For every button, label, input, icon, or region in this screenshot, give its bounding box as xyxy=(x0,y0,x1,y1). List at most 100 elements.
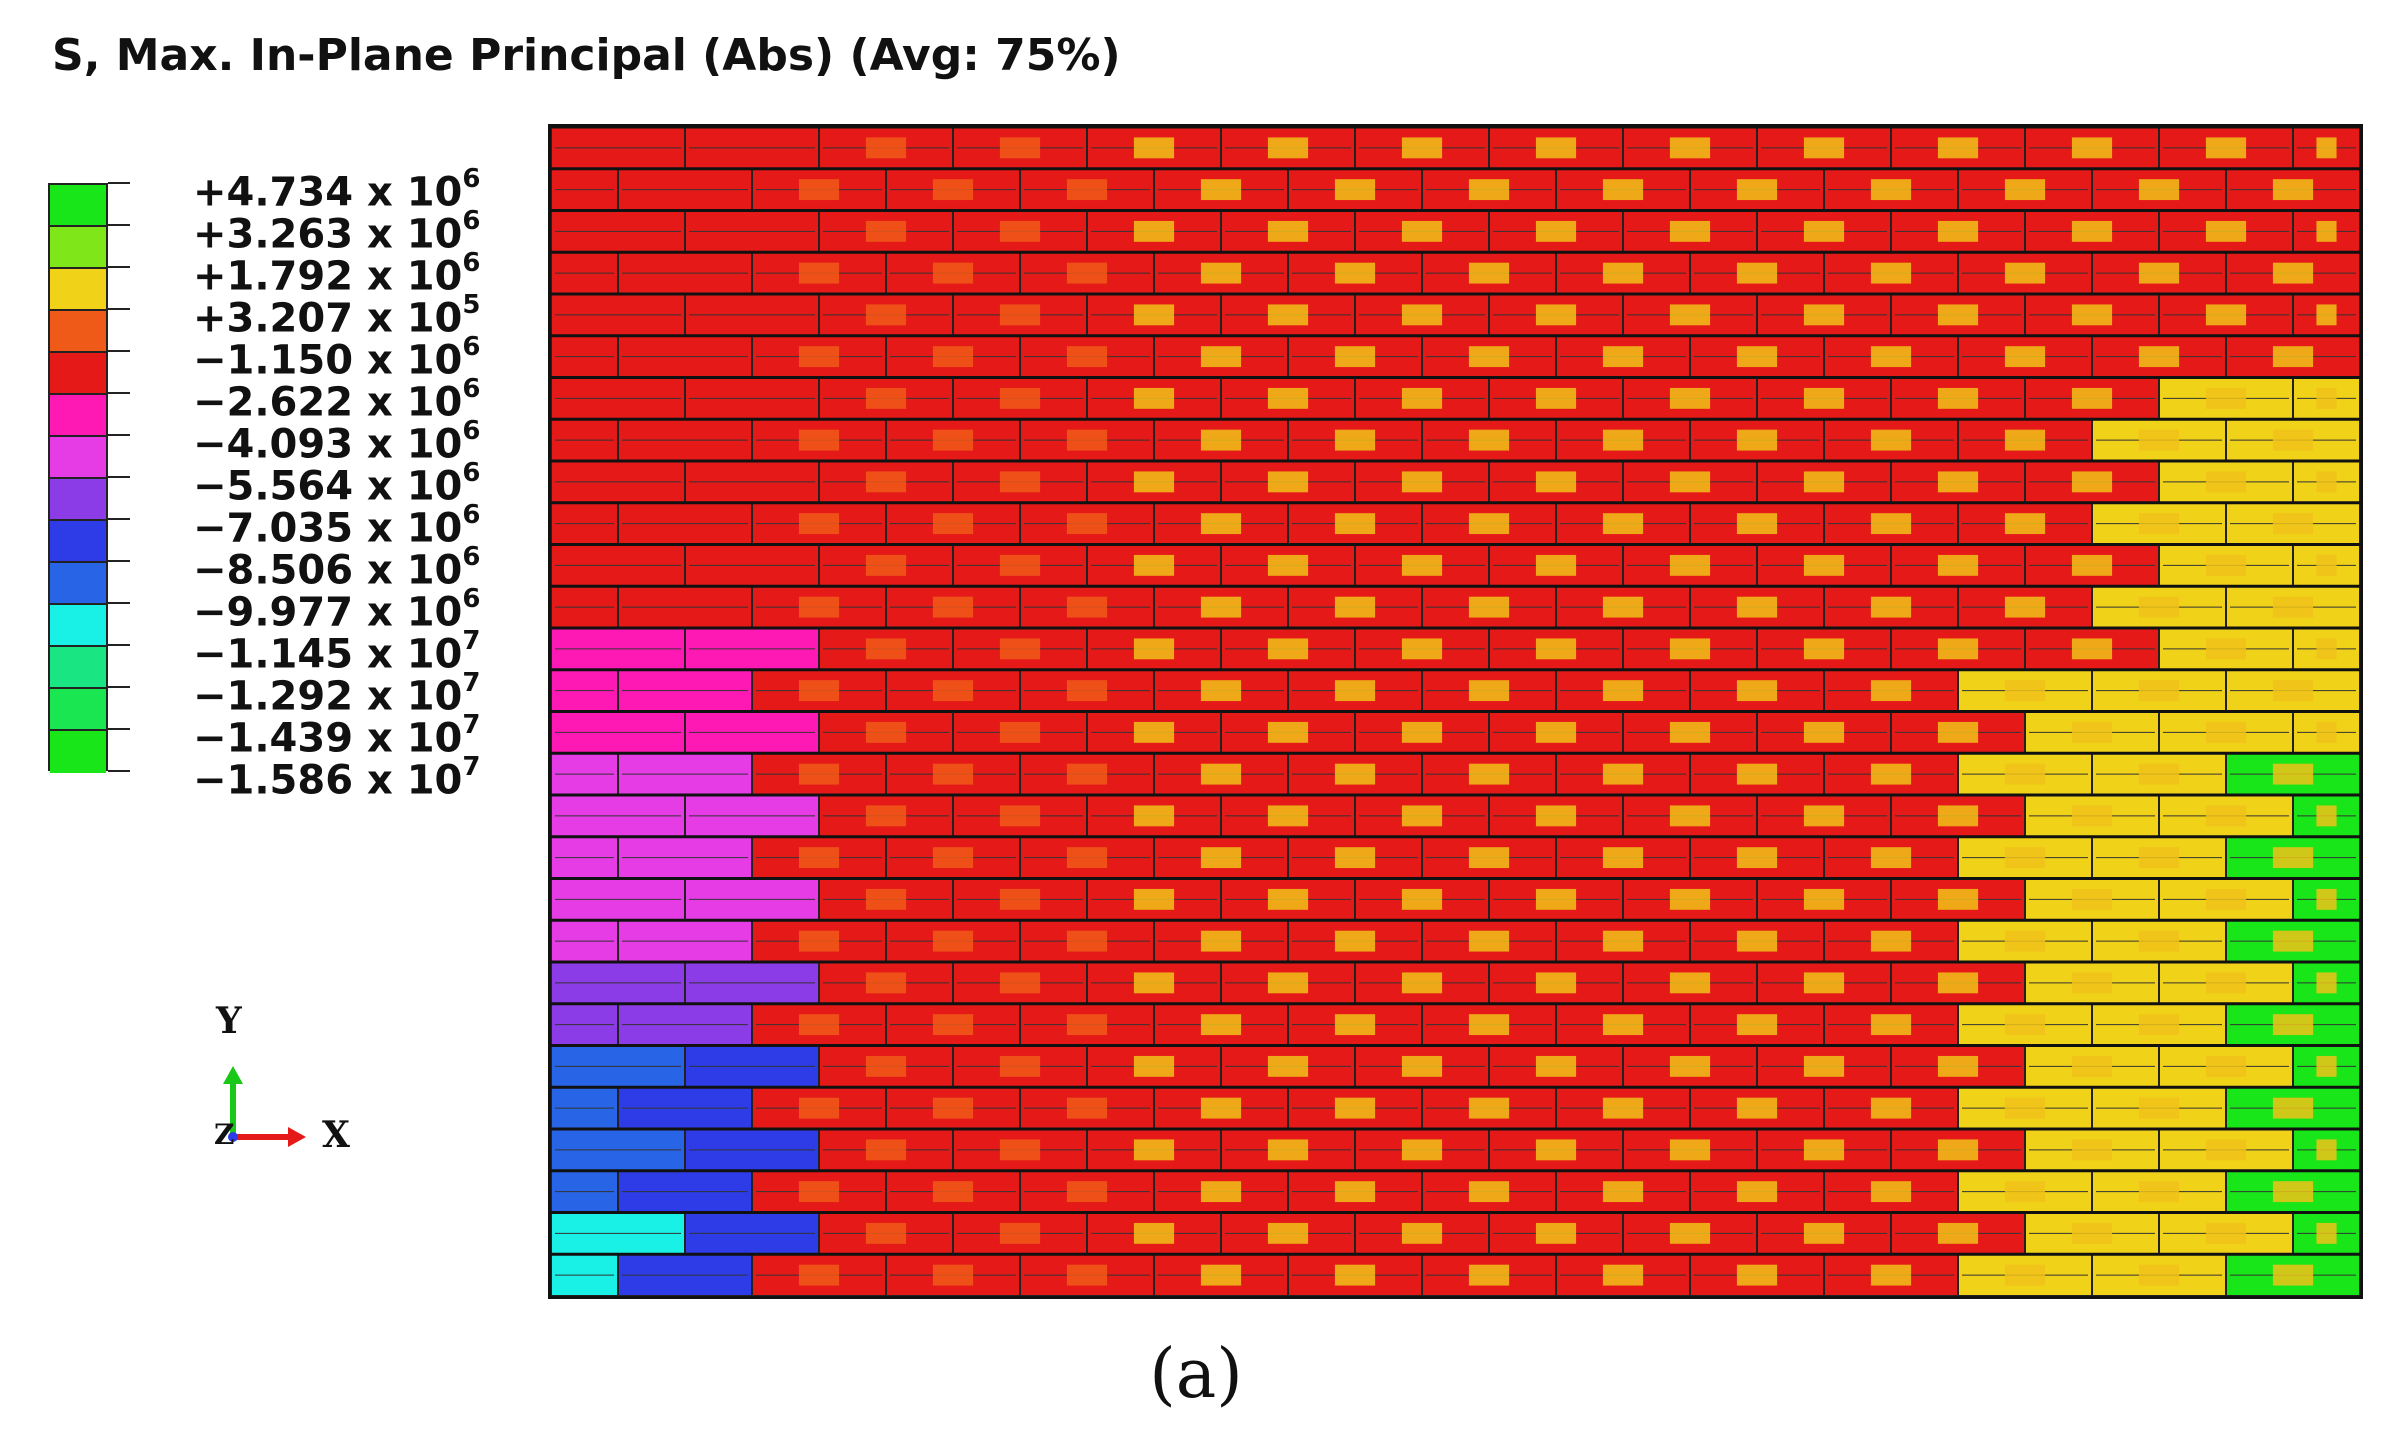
brick-core xyxy=(1334,346,1376,368)
brick-core xyxy=(2272,1181,2314,1203)
brick-core xyxy=(1468,1181,1510,1203)
brick-core xyxy=(1133,972,1175,994)
brick-core xyxy=(1200,429,1242,451)
brick-core xyxy=(2138,179,2180,201)
brick-core xyxy=(2316,805,2337,827)
brick-core xyxy=(2138,1181,2180,1203)
legend-swatch xyxy=(50,395,106,437)
brick-core xyxy=(2272,262,2314,284)
contour-title: S, Max. In-Plane Principal (Abs) (Avg: 7… xyxy=(52,30,1121,81)
brick-core xyxy=(2071,1139,2113,1161)
brick-core xyxy=(1200,680,1242,702)
brick-core xyxy=(2316,304,2337,326)
brick-core xyxy=(865,220,907,242)
brick-core xyxy=(1602,930,1644,952)
brick-core xyxy=(999,888,1041,910)
brick-core xyxy=(1870,429,1912,451)
brick-core xyxy=(1736,1181,1778,1203)
brick-core xyxy=(1602,1097,1644,1119)
brick-core xyxy=(1669,1222,1711,1244)
brick-core xyxy=(1937,721,1979,743)
brick-core xyxy=(1267,638,1309,660)
triad-arrows-icon xyxy=(223,1066,306,1147)
brick-core xyxy=(2071,721,2113,743)
legend-value-label: −2.622 x 106 xyxy=(193,374,481,426)
brick-core xyxy=(1669,137,1711,159)
brick-core xyxy=(1602,596,1644,618)
brick-core xyxy=(1870,1264,1912,1286)
brick-core xyxy=(2205,137,2247,159)
brick-core xyxy=(2316,721,2337,743)
brick-core xyxy=(1200,930,1242,952)
brick-core xyxy=(1066,680,1108,702)
brick-core xyxy=(999,638,1041,660)
brick-core xyxy=(1200,1264,1242,1286)
brick-core xyxy=(865,888,907,910)
brick-core xyxy=(2272,763,2314,785)
brick-core xyxy=(1267,1055,1309,1077)
brick-core xyxy=(2004,1014,2046,1036)
brick-core xyxy=(1334,596,1376,618)
brick-core xyxy=(1669,554,1711,576)
brick-core xyxy=(2272,179,2314,201)
brick-core xyxy=(2138,930,2180,952)
brick-core xyxy=(2316,137,2337,159)
brick-core xyxy=(2071,304,2113,326)
brick-core xyxy=(2071,220,2113,242)
brick-core xyxy=(1937,888,1979,910)
legend-swatch xyxy=(50,353,106,395)
brick-core xyxy=(2071,471,2113,493)
figure-caption: (a) xyxy=(1149,1335,1243,1414)
legend-tick xyxy=(108,518,130,520)
legend-swatch xyxy=(50,227,106,269)
brick-core xyxy=(1133,1222,1175,1244)
brick-core xyxy=(2004,763,2046,785)
brick-core xyxy=(2272,930,2314,952)
brick-core xyxy=(1602,1014,1644,1036)
brick-core xyxy=(2272,596,2314,618)
brick-core xyxy=(865,137,907,159)
brick-core xyxy=(1870,596,1912,618)
brick-core xyxy=(2272,429,2314,451)
brick-core xyxy=(1401,805,1443,827)
brick-core xyxy=(1937,1222,1979,1244)
brick-core xyxy=(2205,721,2247,743)
legend-value-label: +1.792 x 106 xyxy=(193,248,481,300)
brick-core xyxy=(1669,721,1711,743)
brick-core xyxy=(1334,930,1376,952)
brick-core xyxy=(1736,179,1778,201)
brick-core xyxy=(1535,638,1577,660)
legend-swatch xyxy=(50,689,106,731)
brick-core xyxy=(1200,1014,1242,1036)
brick-core xyxy=(932,930,974,952)
brick-core xyxy=(798,763,840,785)
brick-core xyxy=(2272,513,2314,535)
legend-tick xyxy=(108,392,130,394)
brick-core xyxy=(1468,513,1510,535)
brick-core xyxy=(1602,680,1644,702)
brick-core xyxy=(1133,471,1175,493)
brick-core xyxy=(2316,1139,2337,1161)
brick-core xyxy=(865,554,907,576)
brick-core xyxy=(932,680,974,702)
brick-core xyxy=(1602,1181,1644,1203)
brick-core xyxy=(2316,1055,2337,1077)
brick-core xyxy=(1803,805,1845,827)
brick-core xyxy=(2004,680,2046,702)
brick-core xyxy=(865,805,907,827)
brick-core xyxy=(1602,179,1644,201)
brick-core xyxy=(1334,1264,1376,1286)
brick-core xyxy=(1267,387,1309,409)
brick-core xyxy=(798,847,840,869)
legend-value-label: −1.292 x 107 xyxy=(193,668,481,720)
brick-core xyxy=(798,346,840,368)
legend-color-bar xyxy=(48,183,108,773)
brick-core xyxy=(1669,888,1711,910)
brick-core xyxy=(1870,680,1912,702)
brick-core xyxy=(2138,847,2180,869)
brick-core xyxy=(1200,346,1242,368)
brick-core xyxy=(1200,262,1242,284)
brick-core xyxy=(2071,1055,2113,1077)
brick-core xyxy=(865,638,907,660)
brick-core xyxy=(2071,638,2113,660)
